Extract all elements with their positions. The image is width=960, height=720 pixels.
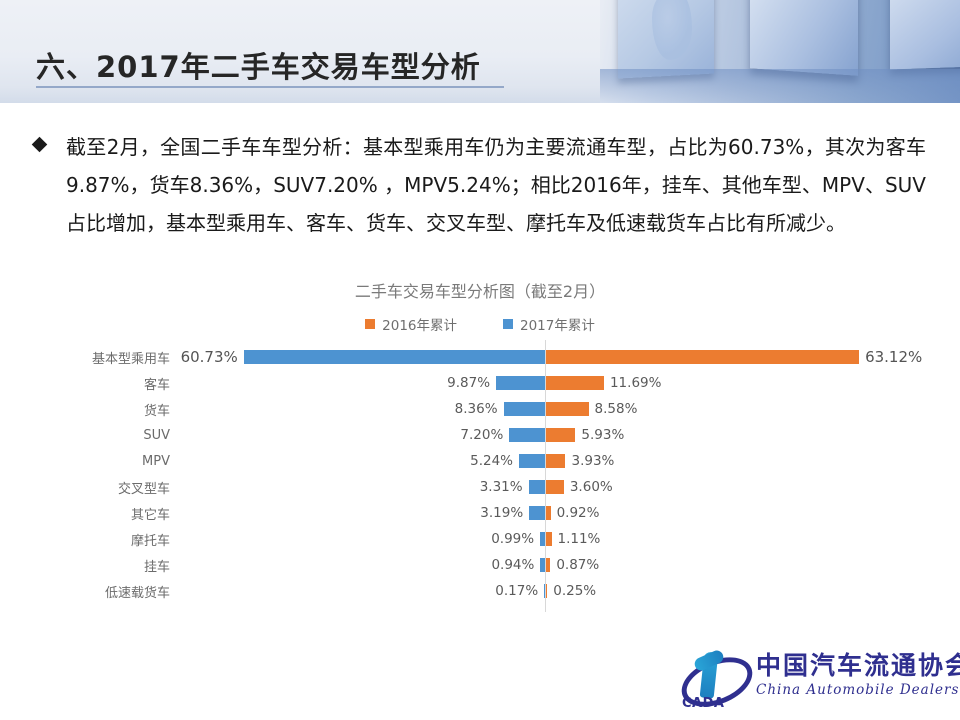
chart-category-label: 其它车 (130, 507, 170, 523)
chart-value-label-2016: 11.69% (609, 375, 662, 391)
title-underline (36, 86, 504, 88)
chart-row: 客车 9.87% 11.69% (0, 370, 960, 396)
chart-bar-2016[interactable] (546, 350, 860, 364)
chart-bar-2017[interactable] (243, 350, 545, 364)
chart-value-label-2017: 3.19% (480, 505, 524, 521)
diamond-bullet-icon (31, 136, 48, 153)
legend-swatch-icon (503, 319, 513, 329)
chart-bar-2016[interactable] (546, 480, 564, 494)
chart-bar-2017[interactable] (528, 480, 545, 494)
slide-header: 六、2017年二手车交易车型分析 (0, 0, 960, 103)
decoration-cube (618, 0, 714, 79)
chart-value-label-2017: 0.99% (491, 531, 535, 547)
chart-category-label: 低速载货车 (104, 585, 170, 601)
chart-row: 交叉型车 3.31% 3.60% (0, 474, 960, 500)
chart-row: SUV 7.20% 5.93% (0, 422, 960, 448)
chart-category-label: 摩托车 (130, 533, 170, 549)
chart-bar-2017[interactable] (540, 558, 545, 572)
chart-row: 挂车 0.94% 0.87% (0, 552, 960, 578)
chart-legend: 2016年累计 2017年累计 (0, 314, 960, 334)
chart-row: 摩托车 0.99% 1.11% (0, 526, 960, 552)
chart-container: 二手车交易车型分析图（截至2月） 2016年累计 2017年累计 基本型乘用车 6… (0, 278, 960, 628)
logo-name-en: China Automobile Dealers Association (756, 682, 960, 698)
chart-value-label-2016: 0.87% (556, 557, 600, 573)
decoration-floor (600, 69, 960, 103)
chart-value-label-2017: 0.94% (491, 557, 535, 573)
chart-plot-area: 基本型乘用车 60.73% 63.12% 客车 9.87% 11.69% 货车 8.36% 8.… (0, 340, 960, 622)
chart-category-label: SUV (143, 427, 170, 443)
chart-category-label: 基本型乘用车 (91, 351, 170, 367)
chart-bar-2016[interactable] (546, 402, 589, 416)
globe-silhouette-icon (652, 0, 692, 61)
legend-item-2016[interactable]: 2016年累计 (365, 314, 457, 334)
decoration-cube (750, 0, 858, 76)
chart-title: 二手车交易车型分析图（截至2月） (354, 282, 606, 301)
chart-row: MPV 5.24% 3.93% (0, 448, 960, 474)
chart-value-label-2016: 1.11% (557, 531, 601, 547)
chart-row: 其它车 3.19% 0.92% (0, 500, 960, 526)
chart-value-label-2017: 5.24% (470, 453, 513, 469)
chart-bar-2016[interactable] (546, 376, 604, 390)
chart-value-label-2017: 7.20% (460, 427, 504, 443)
blue-cubes-decoration-icon (600, 0, 960, 103)
chart-value-label-2017: 60.73% (180, 348, 238, 366)
chart-bar-2017[interactable] (503, 402, 545, 416)
legend-item-2017[interactable]: 2017年累计 (503, 314, 595, 334)
chart-value-label-2016: 3.60% (569, 479, 613, 495)
chart-bar-2016[interactable] (546, 428, 576, 442)
chart-value-label-2017: 8.36% (454, 401, 498, 417)
legend-label: 2017年累计 (520, 318, 595, 334)
decoration-cube (890, 0, 960, 70)
cada-logo: CADA 中国汽车流通协会 China Automobile Dealers A… (672, 642, 960, 717)
body-paragraph: 截至2月，全国二手车车型分析：基本型乘用车仍为主要流通车型，占比为60.73%，… (66, 135, 926, 235)
body-bullet-block: 截至2月，全国二手车车型分析：基本型乘用车仍为主要流通车型，占比为60.73%，… (31, 128, 926, 242)
chart-bar-2016[interactable] (546, 558, 551, 572)
chart-value-label-2016: 8.58% (594, 401, 638, 417)
chart-value-label-2016: 63.12% (865, 348, 923, 366)
logo-abbr: CADA (682, 696, 725, 711)
chart-center-axis (545, 340, 546, 612)
chart-row: 低速载货车 0.17% 0.25% (0, 578, 960, 604)
chart-category-label: 交叉型车 (117, 481, 170, 497)
chart-value-label-2017: 3.31% (479, 479, 523, 495)
chart-bar-2017[interactable] (509, 428, 545, 442)
chart-value-label-2017: 0.17% (495, 583, 539, 599)
chart-bar-2017[interactable] (544, 584, 545, 598)
chart-category-label: 挂车 (143, 559, 170, 575)
chart-bar-2016[interactable] (546, 584, 548, 598)
chart-row: 货车 8.36% 8.58% (0, 396, 960, 422)
chart-bar-2016[interactable] (546, 532, 552, 546)
chart-category-label: MPV (142, 453, 170, 469)
chart-bar-2016[interactable] (546, 506, 551, 520)
chart-category-label: 客车 (143, 377, 170, 393)
chart-category-label: 货车 (143, 403, 170, 419)
chart-row: 基本型乘用车 60.73% 63.12% (0, 344, 960, 370)
chart-bar-2017[interactable] (519, 454, 545, 468)
legend-label: 2016年累计 (382, 318, 457, 334)
legend-swatch-icon (365, 319, 376, 329)
chart-bar-2017[interactable] (496, 376, 545, 390)
chart-bar-2016[interactable] (546, 454, 566, 468)
chart-value-label-2016: 5.93% (581, 427, 625, 443)
cada-logo-icon: CADA (674, 647, 760, 717)
chart-value-label-2016: 0.25% (553, 583, 597, 599)
chart-bar-2017[interactable] (540, 532, 545, 546)
page-title: 六、2017年二手车交易车型分析 (36, 50, 481, 84)
chart-value-label-2017: 9.87% (447, 375, 491, 391)
chart-bar-2017[interactable] (529, 506, 545, 520)
chart-value-label-2016: 0.92% (556, 505, 600, 521)
chart-value-label-2016: 3.93% (571, 453, 615, 469)
logo-name-cn: 中国汽车流通协会 (756, 651, 960, 680)
